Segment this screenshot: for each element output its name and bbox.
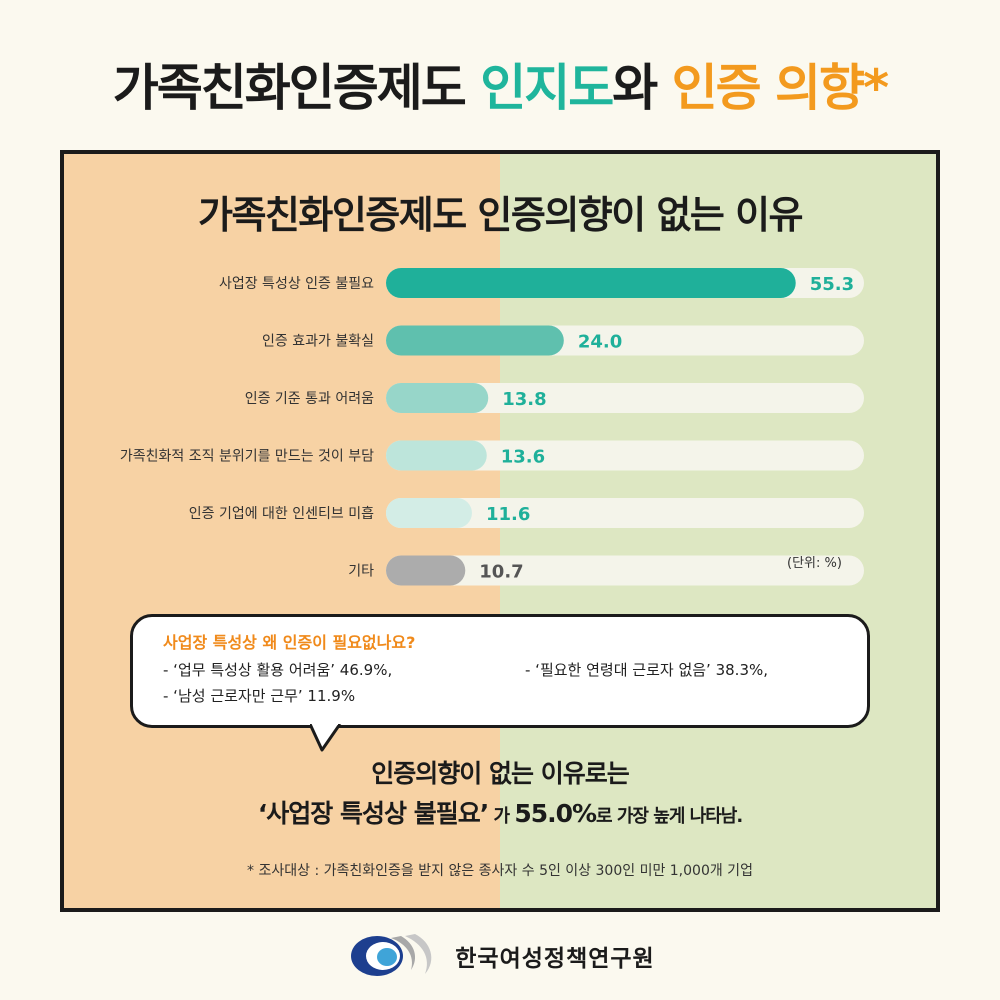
value-label: 13.8 [502,389,546,410]
bar [386,555,466,586]
bar-row: 사업장 특성상 인증 불필요 55.3 [219,268,864,298]
category-label: 인증 효과가 불확실 [262,334,374,350]
conclusion-line-1: 인증의향이 없는 이유로는 [371,759,629,788]
bar [386,498,472,528]
footnote: * 조사대상 : 가족친화인증을 받지 않은 종사자 수 5인 이상 300인 … [247,863,753,879]
bar [386,440,487,471]
bubble-item-2: - ‘필요한 연령대 근로자 없음’ 38.3%, [525,661,769,679]
value-label: 10.7 [479,562,523,583]
conclusion-percent: 55.0% [514,799,597,828]
bubble-line-1: - ‘업무 특성상 활용 어려움’ 46.9%, - ‘필요한 연령대 근로자 … [163,659,867,685]
unit-label: (단위: %) [787,556,842,571]
bar-track [386,383,864,413]
bar-track [386,555,864,586]
bar-track [386,498,864,528]
main-title-part3: 와 [612,59,672,117]
category-label: 인증 기업에 대한 인센티브 미흡 [189,506,374,522]
main-title: 가족친화인증제도 인지도와 인증 의향* [0,48,1000,120]
bar [386,383,489,413]
bar-row: 가족친화적 조직 분위기를 만드는 것이 부담 13.6 [120,440,864,471]
category-label: 가족친화적 조직 분위기를 만드는 것이 부담 [120,449,374,465]
main-title-asterisk: * [863,59,889,117]
category-label: 사업장 특성상 인증 불필요 [219,276,374,292]
conclusion-highlight: ‘사업장 특성상 불필요’ [257,799,489,828]
category-label: 인증 기준 통과 어려움 [245,391,374,407]
bubble-item-1: - ‘업무 특성상 활용 어려움’ 46.9%, [163,661,393,679]
chart-panel: 가족친화인증제도 인증의향이 없는 이유 사업장 특성상 인증 불필요 55.3 인… [60,150,940,912]
main-title-intention: 인증 의향 [671,59,865,117]
bar [386,325,564,356]
bar-row: 인증 기준 통과 어려움 13.8 [245,383,864,413]
main-title-part1: 가족친화인증제도 [112,59,481,117]
bar-row: 인증 기업에 대한 인센티브 미흡 11.6 [189,498,864,528]
conclusion-line-2: ‘사업장 특성상 불필요’ 가 55.0%로 가장 높게 나타남. [64,794,936,837]
value-label: 11.6 [486,504,530,525]
bar-chart: 사업장 특성상 인증 불필요 55.3 인증 효과가 불확실 24.0 인증 기준 통과… [120,268,864,586]
chart-title: 가족친화인증제도 인증의향이 없는 이유 [197,193,804,237]
conclusion-particle: 가 [488,806,515,827]
speech-bubble: 사업장 특성상 왜 인증이 필요없나요? - ‘업무 특성상 활용 어려움’ 4… [130,614,870,728]
bar-row: 인증 효과가 불확실 24.0 [262,325,864,356]
kwdi-logo-icon [351,934,432,976]
bubble-question: 사업장 특성상 왜 인증이 필요없나요? [163,633,416,652]
bubble-line-2: - ‘남성 근로자만 근무’ 11.9% [163,685,867,711]
value-label: 24.0 [578,332,622,353]
main-title-awareness: 인지도 [480,59,614,117]
conclusion-tail: 로 가장 높게 나타남. [596,806,743,827]
footer: 한국여성정책연구원 [0,930,1000,982]
organization-name: 한국여성정책연구원 [455,946,655,972]
bar-row: 기타 10.7 [348,555,864,586]
conclusion: 인증의향이 없는 이유로는 ‘사업장 특성상 불필요’ 가 55.0%로 가장 … [64,754,936,837]
bar [386,268,796,298]
bar-track [386,440,864,471]
speech-bubble-tail [310,724,342,752]
value-label: 55.3 [810,274,854,295]
value-label: 13.6 [501,447,545,468]
category-label: 기타 [348,564,374,580]
bubble-item-3: - ‘남성 근로자만 근무’ 11.9% [163,687,356,705]
